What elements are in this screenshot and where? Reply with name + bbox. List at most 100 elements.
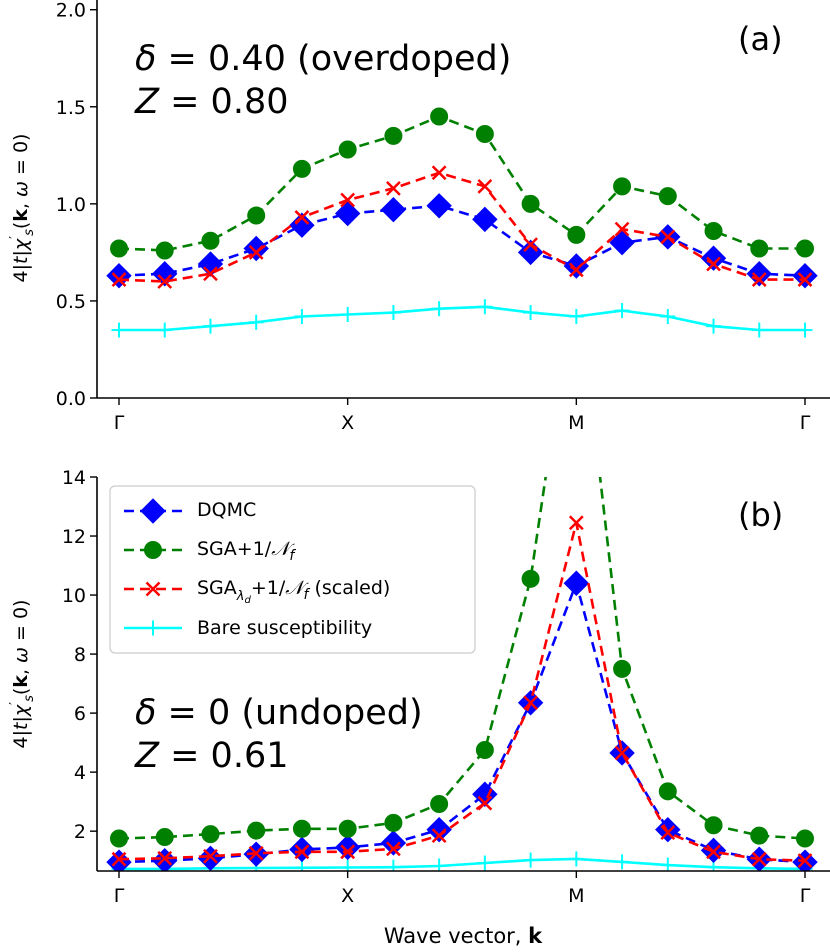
panel-b-line-sga-d-1-nf-scaled — [118, 521, 806, 862]
panel-a-point-sga-d-1-nf-scaled-7 — [431, 165, 447, 181]
panel-a-point-sga-1-nf-9 — [521, 194, 540, 213]
panel-a-point-dqmc-7 — [426, 193, 452, 219]
panel-b-ytick-label-0: 2 — [74, 821, 86, 843]
panel-b-point-sga-1-nf-5 — [338, 819, 357, 838]
panel-a-point-bare-susceptibility-9 — [523, 305, 539, 321]
panel-b-point-sga-1-nf-11 — [613, 659, 632, 678]
panel-a-axes: 0.0 0.5 1.0 1.5 2.0 Γ X M Γ — [56, 0, 830, 434]
panel-b-point-sga-d-1-nf-scaled-11 — [614, 745, 630, 761]
panel-a-ytick-label-4: 2.0 — [56, 0, 86, 22]
panel-b-point-sga-1-nf-2 — [201, 825, 220, 844]
panel-a-ylabel: 4|t|χ′s(k, ω = 0) — [8, 134, 37, 283]
panel-b-ylabel: 4|t|χ′s(k, ω = 0) — [8, 600, 37, 749]
panel-a-point-sga-d-1-nf-scaled-5 — [340, 192, 356, 208]
panel-b-point-sga-d-1-nf-scaled-15 — [797, 853, 813, 869]
panel-a-point-bare-susceptibility-15 — [797, 322, 813, 338]
panel-a-ytick-label-2: 1.0 — [56, 194, 86, 216]
panel-a-ytick-label-0: 0.0 — [56, 388, 86, 410]
panel-b-ytick-label-6: 14 — [62, 467, 86, 489]
panel-a-point-bare-susceptibility-7 — [431, 301, 447, 317]
panel-b-point-bare-susceptibility-10 — [568, 851, 584, 867]
panel-a-annotation-delta: δ = 0.40 (overdoped) — [135, 39, 511, 79]
panel-b-point-sga-d-1-nf-scaled-10 — [568, 515, 584, 531]
panel-b-point-sga-d-1-nf-scaled-1 — [157, 850, 173, 866]
panel-a-point-sga-1-nf-11 — [613, 177, 632, 196]
panel-b-point-sga-d-1-nf-scaled-6 — [386, 841, 401, 857]
panel-a-series — [106, 107, 818, 338]
panel-a-point-bare-susceptibility-13 — [706, 318, 722, 334]
panel-a-point-bare-susceptibility-8 — [477, 299, 493, 315]
panel-b-point-bare-susceptibility-12 — [660, 857, 676, 871]
panel-b-point-sga-d-1-nf-scaled-7 — [431, 828, 447, 843]
panel-a-point-sga-1-nf-0 — [110, 239, 128, 258]
panel-b-point-sga-d-1-nf-scaled-13 — [706, 844, 721, 860]
panel-b-point-dqmc-6 — [380, 830, 407, 856]
panel-a: 0.0 0.5 1.0 1.5 2.0 Γ X M Γ (a) δ = 0.40 (overdo… — [8, 0, 830, 434]
panel-b-point-dqmc-7 — [426, 816, 452, 843]
panel-a-point-dqmc-13 — [700, 245, 727, 271]
panel-a-point-dqmc-14 — [746, 261, 772, 287]
panel-a-point-sga-d-1-nf-scaled-1 — [157, 274, 173, 289]
panel-b-point-sga-1-nf-8 — [475, 740, 494, 759]
panel-a-point-dqmc-8 — [472, 206, 498, 233]
panel-a-ytick-label-1: 0.5 — [56, 291, 86, 313]
panel-a-point-sga-1-nf-12 — [658, 187, 677, 206]
panel-a-point-sga-d-1-nf-scaled-8 — [477, 178, 493, 194]
panel-a-point-bare-susceptibility-12 — [660, 308, 676, 324]
panel-a-point-sga-1-nf-14 — [750, 239, 769, 258]
panel-a-point-dqmc-5 — [334, 200, 361, 227]
panel-a-point-bare-susceptibility-4 — [294, 308, 310, 324]
panel-a-line-dqmc — [118, 204, 806, 277]
panel-b-axes: 2 4 6 8 10 12 14 Γ X M Γ — [62, 467, 830, 907]
legend-label-dqmc: DQMC — [197, 499, 256, 521]
panel-b-point-sga-1-nf-9 — [521, 569, 540, 588]
panel-b-point-bare-susceptibility-6 — [385, 859, 401, 871]
panel-b-point-sga-d-1-nf-scaled-9 — [523, 695, 538, 711]
panel-a-point-sga-d-1-nf-scaled-6 — [386, 180, 401, 196]
panel-a-point-sga-d-1-nf-scaled-10 — [568, 262, 584, 278]
panel-a-xtick-label-2: M — [568, 412, 584, 434]
panel-b-ytick-label-4: 10 — [62, 585, 86, 607]
panel-b-line-sga-1-nf — [118, 477, 806, 840]
panel-b-point-sga-d-1-nf-scaled-2 — [203, 848, 218, 864]
panel-a-point-sga-1-nf-15 — [796, 239, 814, 258]
panel-b-series — [106, 477, 818, 871]
panel-a-point-sga-d-1-nf-scaled-15 — [797, 272, 813, 287]
panel-a-point-dqmc-0 — [106, 262, 132, 289]
panel-a-point-sga-1-nf-7 — [430, 107, 449, 126]
panel-a-point-bare-susceptibility-3 — [248, 314, 264, 330]
panel-b-point-bare-susceptibility-4 — [294, 860, 310, 871]
panel-a-point-sga-1-nf-1 — [155, 241, 174, 260]
panel-b-point-sga-1-nf-13 — [704, 816, 723, 835]
panel-a-point-bare-susceptibility-10 — [568, 308, 584, 324]
panel-b-ytick-label-5: 12 — [62, 526, 86, 548]
panel-a-line-sga-1-nf — [118, 115, 805, 252]
panel-b-line-bare-susceptibility — [119, 857, 806, 871]
panel-a-point-dqmc-3 — [243, 235, 269, 262]
panel-b-point-sga-1-nf-15 — [796, 829, 814, 848]
panel-b-point-dqmc-8 — [472, 781, 498, 807]
panel-a-xtick-label-3: Γ — [800, 412, 811, 434]
panel-a-annotation-z: Z = 0.80 — [134, 82, 289, 122]
legend-frame — [109, 485, 476, 654]
panel-b-point-sga-1-nf-7 — [430, 795, 449, 814]
panel-a-point-sga-1-nf-5 — [338, 140, 357, 159]
panel-b-point-sga-d-1-nf-scaled-14 — [751, 851, 767, 867]
panel-b-point-sga-d-1-nf-scaled-3 — [248, 845, 264, 861]
panel-a-point-sga-1-nf-13 — [704, 222, 723, 241]
legend-label-sga: SGA+1/𝒩f — [197, 538, 296, 564]
panel-b-point-sga-1-nf-4 — [292, 819, 311, 838]
panel-a-line-bare-susceptibility — [119, 305, 805, 332]
legend-marker-sga-d-1-nf-scaled — [145, 581, 161, 597]
panel-a-point-sga-1-nf-6 — [384, 126, 403, 145]
panel-a-ytick-label-3: 1.5 — [56, 97, 86, 119]
panel-a-point-sga-d-1-nf-scaled-13 — [706, 256, 721, 272]
panel-b-point-dqmc-4 — [289, 836, 315, 863]
panel-b-point-bare-susceptibility-9 — [523, 852, 539, 868]
panel-b-point-sga-d-1-nf-scaled-8 — [477, 795, 493, 811]
panel-b-point-sga-d-1-nf-scaled-4 — [294, 844, 310, 860]
panel-b-point-dqmc-10 — [563, 570, 590, 596]
panel-b-point-dqmc-5 — [334, 834, 361, 861]
panel-b-annotation-delta: δ = 0 (undoped) — [135, 693, 423, 733]
